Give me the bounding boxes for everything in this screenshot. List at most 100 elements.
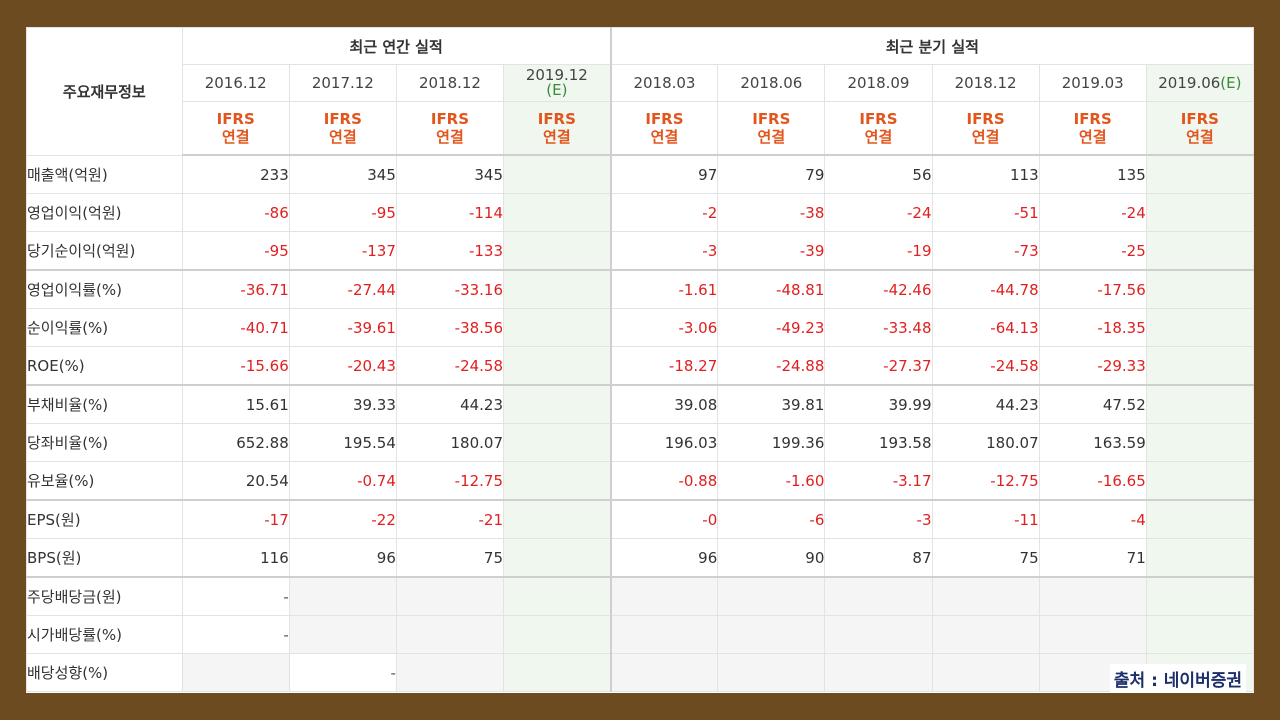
table-cell: 44.23	[395, 384, 505, 424]
table-row: 당좌비율(%) 652.88 195.54 180.07 196.03 199.36 193…	[26, 423, 1254, 462]
table-cell: -40.71	[181, 308, 290, 347]
row-label: 배당성향(%)	[26, 653, 183, 692]
table-cell: 47.52	[1038, 384, 1147, 424]
table-cell: -4	[1038, 499, 1147, 539]
table-cell: 75	[931, 538, 1040, 578]
table-cell: 97	[610, 154, 719, 194]
period-label: 2018.03	[633, 73, 696, 92]
table-cell: -3.06	[610, 308, 719, 347]
period-header: 2016.12	[181, 64, 290, 102]
ifrs-label: IFRS	[966, 110, 1005, 128]
ifrs-header: IFRS 연결	[824, 101, 933, 156]
table-cell	[1145, 308, 1254, 347]
table-cell: 20.54	[181, 461, 290, 501]
table-body: 매출액(억원) 233 345 345 97 79 56 113 135 영업이익(억원) -86-…	[26, 154, 1254, 692]
row-label: 당좌비율(%)	[26, 423, 183, 462]
ifrs-label: IFRS	[752, 110, 791, 128]
table-cell: -17.56	[1038, 269, 1147, 309]
table-cell: -38	[717, 193, 826, 232]
table-cell: -11	[931, 499, 1040, 539]
table-cell: -25	[1038, 231, 1147, 271]
table-cell: 39.33	[288, 384, 397, 424]
table-cell: 233	[181, 154, 290, 194]
ifrs-header: IFRS 연결	[1145, 101, 1254, 156]
period-label: 2019.12	[525, 66, 588, 84]
table-cell: -22	[288, 499, 397, 539]
period-header: 2018.06	[717, 64, 826, 102]
table-cell	[824, 615, 933, 654]
table-cell: 96	[288, 538, 397, 578]
consolidated-label: 연결	[1186, 128, 1214, 146]
consolidated-label: 연결	[757, 128, 786, 146]
table-cell: -114	[395, 193, 505, 232]
table-cell: -86	[181, 193, 290, 232]
row-label: 시가배당률(%)	[26, 615, 183, 654]
table-cell	[395, 615, 505, 654]
table-cell	[503, 346, 612, 386]
row-label: 주당배당금(원)	[26, 576, 183, 616]
table-cell: -42.46	[824, 269, 933, 309]
table-cell: -38.56	[395, 308, 505, 347]
table-cell: -21	[395, 499, 505, 539]
annual-group-header: 최근 연간 실적	[181, 27, 612, 65]
row-label: 영업이익률(%)	[26, 269, 183, 309]
table-cell	[610, 615, 719, 654]
table-cell	[717, 653, 826, 692]
table-cell	[931, 576, 1040, 616]
table-cell: 135	[1038, 154, 1147, 194]
table-cell: -44.78	[931, 269, 1040, 309]
financial-summary-table: 주요재무정보 최근 연간 실적 최근 분기 실적 2016.12 2017.12 2…	[26, 27, 1254, 692]
estimate-marker: (E)	[1220, 73, 1242, 92]
table-cell: 345	[288, 154, 397, 194]
table-cell: -39.61	[288, 308, 397, 347]
quarter-group-header: 최근 분기 실적	[610, 27, 1254, 65]
period-label: 2018.12	[418, 73, 481, 92]
table-cell	[503, 461, 612, 501]
table-cell: 163.59	[1038, 423, 1147, 462]
period-header: 2019.06(E)	[1145, 64, 1254, 102]
period-label: 2017.12	[311, 73, 374, 92]
consolidated-label: 연결	[543, 128, 571, 146]
ifrs-label: IFRS	[645, 110, 684, 128]
table-cell	[503, 423, 612, 462]
ifrs-label: IFRS	[430, 110, 470, 128]
table-cell	[1145, 269, 1254, 309]
table-row: 유보율(%) 20.54 -0.74 -12.75 -0.88 -1.60 -3.17 -12…	[26, 461, 1254, 501]
ifrs-header: IFRS 연결	[610, 101, 719, 156]
table-cell	[503, 308, 612, 347]
consolidated-label: 연결	[221, 128, 250, 146]
table-cell: 195.54	[288, 423, 397, 462]
table-cell	[931, 653, 1040, 692]
table-cell: -95	[181, 231, 290, 271]
ifrs-label: IFRS	[323, 110, 362, 128]
table-cell: -33.48	[824, 308, 933, 347]
table-cell	[503, 231, 612, 271]
consolidated-label: 연결	[864, 128, 893, 146]
table-cell: -24.88	[717, 346, 826, 386]
table-cell: -51	[931, 193, 1040, 232]
table-cell: -	[181, 576, 290, 616]
table-cell: 180.07	[931, 423, 1040, 462]
table-cell: -27.44	[288, 269, 397, 309]
row-label: ROE(%)	[26, 346, 183, 386]
table-row: BPS(원) 116 96 75 96 90 87 75 71	[26, 538, 1254, 578]
table-cell: 56	[824, 154, 933, 194]
table-cell: -29.33	[1038, 346, 1147, 386]
table-cell: 652.88	[181, 423, 290, 462]
table-cell: 71	[1038, 538, 1147, 578]
table-cell: -1.60	[717, 461, 826, 501]
table-cell	[1145, 423, 1254, 462]
period-header: 2018.12	[931, 64, 1040, 102]
table-cell: 199.36	[717, 423, 826, 462]
table-cell: 79	[717, 154, 826, 194]
table-cell	[503, 576, 612, 616]
table-row: 시가배당률(%) -	[26, 615, 1254, 654]
table-cell	[1145, 461, 1254, 501]
table-cell: -48.81	[717, 269, 826, 309]
period-header: 2019.12 (E)	[503, 64, 612, 102]
row-label: EPS(원)	[26, 499, 183, 539]
table-cell	[717, 576, 826, 616]
ifrs-header: IFRS 연결	[181, 101, 290, 156]
table-cell	[503, 384, 612, 424]
table-cell: -3	[824, 499, 933, 539]
